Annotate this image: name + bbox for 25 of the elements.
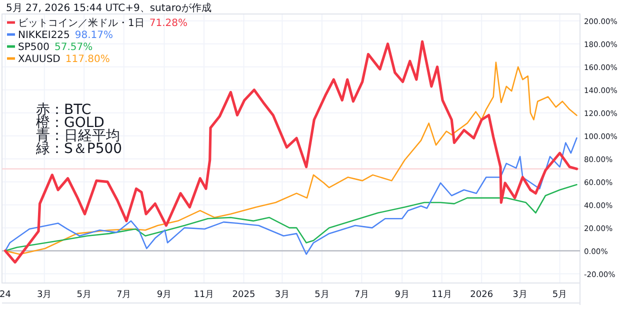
chart-title: 5月 27, 2026 15:44 UTC+9、sutaroが作成 bbox=[6, 2, 212, 14]
x-tick-label: 3月 bbox=[36, 290, 52, 300]
legend-label: XAUUSD bbox=[18, 54, 61, 65]
x-tick-label: 3月 bbox=[274, 290, 290, 300]
x-tick-label: 2025 bbox=[232, 290, 256, 300]
x-tick-label: 5月 bbox=[314, 290, 330, 300]
annotation: 117.80% bbox=[65, 54, 110, 65]
annotation: 71.28% bbox=[149, 18, 188, 29]
x-tick-label: 7月 bbox=[354, 290, 370, 300]
legend-label: NIKKEI225 bbox=[18, 30, 70, 41]
x-tick-label: 11月 bbox=[432, 290, 452, 300]
annotation: 緑：S＆P500 bbox=[35, 141, 122, 157]
legend-label: SP500 bbox=[18, 42, 50, 53]
x-tick-label: 3月 bbox=[512, 290, 528, 300]
legend-label: ビットコイン／米ドル・1日 bbox=[18, 17, 144, 29]
x-tick-label: 2026 bbox=[470, 290, 494, 300]
annotation: 98.17% bbox=[74, 30, 114, 41]
x-tick-label: 24 bbox=[0, 290, 12, 300]
annotation: 57.57% bbox=[54, 42, 93, 53]
x-tick-label: 9月 bbox=[156, 290, 172, 300]
x-tick-label: 11月 bbox=[194, 290, 214, 300]
x-tick-label: 9月 bbox=[394, 290, 410, 300]
x-tick-label: 5月 bbox=[76, 290, 92, 300]
x-tick-label: 5月 bbox=[552, 290, 568, 300]
x-tick-label: 7月 bbox=[116, 290, 132, 300]
